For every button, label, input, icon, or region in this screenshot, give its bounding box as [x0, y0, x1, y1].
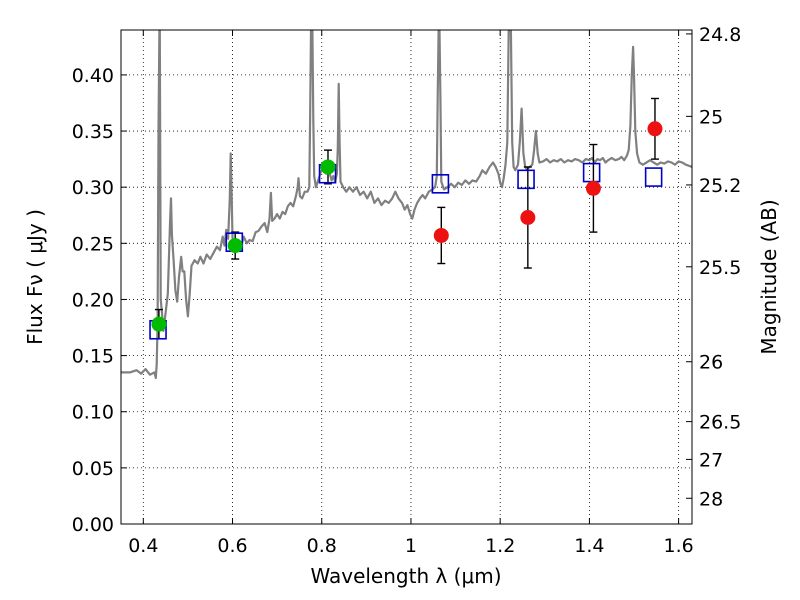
optical-photometry-point — [151, 316, 167, 332]
y-tick-label: 0.15 — [72, 346, 114, 368]
tick-layer: 0.4 0.6 0.8 1 1.2 1.4 1.6 0.00 0.05 0.10 0.15 0.20 0… — [72, 24, 742, 557]
x-axis-label: Wavelength λ (μm) — [310, 564, 501, 588]
y-tick-label: 0.00 — [72, 514, 114, 536]
y-tick-label: 0.10 — [72, 402, 114, 424]
plot-frame — [120, 29, 693, 525]
nir-photometry-point — [647, 121, 663, 137]
y-tick-label: 0.20 — [72, 289, 114, 311]
model-photometry-point — [431, 174, 450, 194]
y-axis-label: Flux Fν ( μJy ) — [23, 209, 47, 345]
magnitude-tick-label: 28 — [699, 488, 723, 510]
model-photometry-point — [644, 167, 663, 187]
magnitude-tick-label: 25 — [699, 106, 723, 128]
model-photometry-point — [582, 162, 601, 183]
magnitude-tick-label: 27 — [699, 449, 723, 471]
x-tick-label: 0.4 — [128, 535, 158, 557]
magnitude-tick-label: 26 — [699, 352, 723, 374]
x-tick-label: 1 — [405, 535, 417, 557]
marker-layer — [149, 121, 663, 340]
x-tick-label: 1.2 — [485, 535, 515, 557]
magnitude-tick-label: 26.5 — [699, 412, 741, 434]
magnitude-tick-label: 25.5 — [699, 257, 741, 279]
model-photometry-point — [517, 169, 535, 190]
spectrum-layer — [121, 30, 692, 380]
secondary-y-axis-label: Magnitude (AB) — [757, 199, 781, 354]
spectrum-line — [121, 30, 692, 380]
errorbar-layer — [154, 97, 659, 340]
y-tick-label: 0.30 — [72, 177, 114, 199]
nir-photometry-point — [585, 180, 601, 196]
y-tick-label: 0.05 — [72, 458, 114, 480]
optical-photometry-point — [320, 159, 336, 175]
y-tick-label: 0.40 — [72, 65, 114, 87]
optical-photometry-point — [227, 238, 243, 254]
magnitude-tick-label: 25.2 — [699, 175, 741, 197]
x-tick-label: 0.6 — [217, 535, 247, 557]
nir-photometry-point — [520, 209, 536, 225]
nir-photometry-point — [433, 227, 449, 243]
grid-layer — [121, 30, 692, 525]
x-tick-label: 1.4 — [574, 535, 604, 557]
y-tick-label: 0.35 — [72, 121, 114, 143]
magnitude-tick-label: 24.8 — [699, 24, 741, 46]
y-tick-label: 0.25 — [72, 233, 114, 255]
x-tick-label: 1.6 — [664, 535, 694, 557]
x-tick-label: 0.8 — [307, 535, 337, 557]
